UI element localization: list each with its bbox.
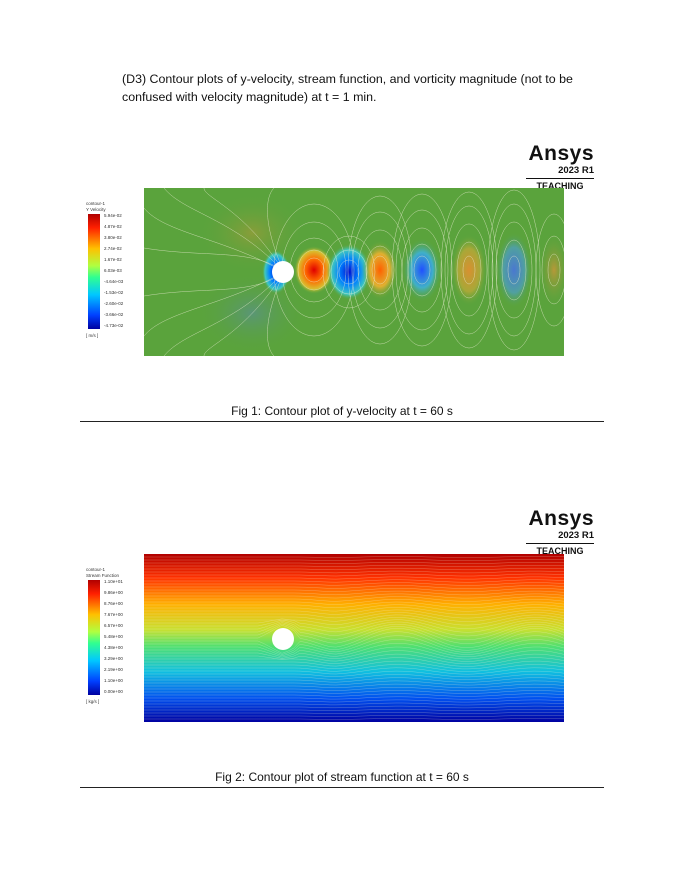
ansys-edition: TEACHING [526, 178, 594, 192]
ansys-version: 2023 R1 [558, 165, 594, 176]
tick-label: 6.03e-03 [104, 268, 122, 273]
tick-label: 5.94e-02 [104, 213, 122, 218]
tick-label: 3.80e-02 [104, 235, 122, 240]
legend-title: contour-1 [86, 201, 106, 206]
tick-label: 1.67e-02 [104, 257, 122, 262]
tick-label: 5.48e+00 [104, 634, 123, 639]
yvel-legend: contour-1 Y Velocity 5.94e-02 4.87e-02 3… [86, 201, 123, 338]
colorbar [88, 580, 100, 695]
divider [80, 787, 604, 788]
tick-label: 7.67e+00 [104, 612, 123, 617]
tick-label: -3.66e-02 [104, 312, 124, 317]
intro-paragraph: (D3) Contour plots of y-velocity, stream… [122, 72, 573, 104]
legend-title: contour-1 [86, 567, 106, 572]
ansys-edition: TEACHING [526, 543, 594, 557]
tick-label: 1.10e+00 [104, 678, 123, 683]
ansys-logo: Ansys 2023 R1 TEACHING [526, 143, 594, 194]
colorbar [88, 214, 100, 329]
tick-label: 9.86e+00 [104, 590, 123, 595]
tick-label: 3.29e+00 [104, 656, 123, 661]
yvelocity-contour-plot [144, 188, 564, 356]
tick-label: -4.73e-02 [104, 323, 124, 328]
tick-label: 4.87e-02 [104, 224, 122, 229]
figure-caption: Fig 2: Contour plot of stream function a… [215, 770, 469, 784]
ansys-version: 2023 R1 [558, 530, 594, 541]
tick-label: 0.00e+00 [104, 689, 123, 694]
legend-unit: [ kg/s ] [86, 699, 100, 704]
figure-caption: Fig 1: Contour plot of y-velocity at t =… [231, 404, 453, 418]
legend-variable: Y Velocity [86, 206, 106, 212]
stream-legend: contour-1 Stream Function 1.10e+01 9.86e… [86, 567, 123, 704]
ansys-name: Ansys [528, 142, 594, 165]
tick-label: 8.76e+00 [104, 601, 123, 606]
divider [80, 421, 604, 422]
tick-label: 4.38e+00 [104, 645, 123, 650]
tick-label: -4.64e-03 [104, 279, 124, 284]
tick-label: 1.10e+01 [104, 579, 123, 584]
stream-function-contour-plot [144, 554, 564, 722]
tick-label: -2.60e-02 [104, 301, 124, 306]
tick-label: 6.57e+00 [104, 623, 123, 628]
tick-label: -1.53e-02 [104, 290, 124, 295]
legend-variable: Stream Function [86, 572, 120, 578]
cylinder [272, 628, 294, 650]
cylinder [272, 261, 294, 283]
tick-label: 2.74e-02 [104, 246, 122, 251]
tick-label: 2.19e+00 [104, 667, 123, 672]
ansys-name: Ansys [528, 507, 594, 530]
legend-unit: [ m/s ] [86, 333, 99, 338]
ansys-logo: Ansys 2023 R1 TEACHING [526, 508, 594, 559]
